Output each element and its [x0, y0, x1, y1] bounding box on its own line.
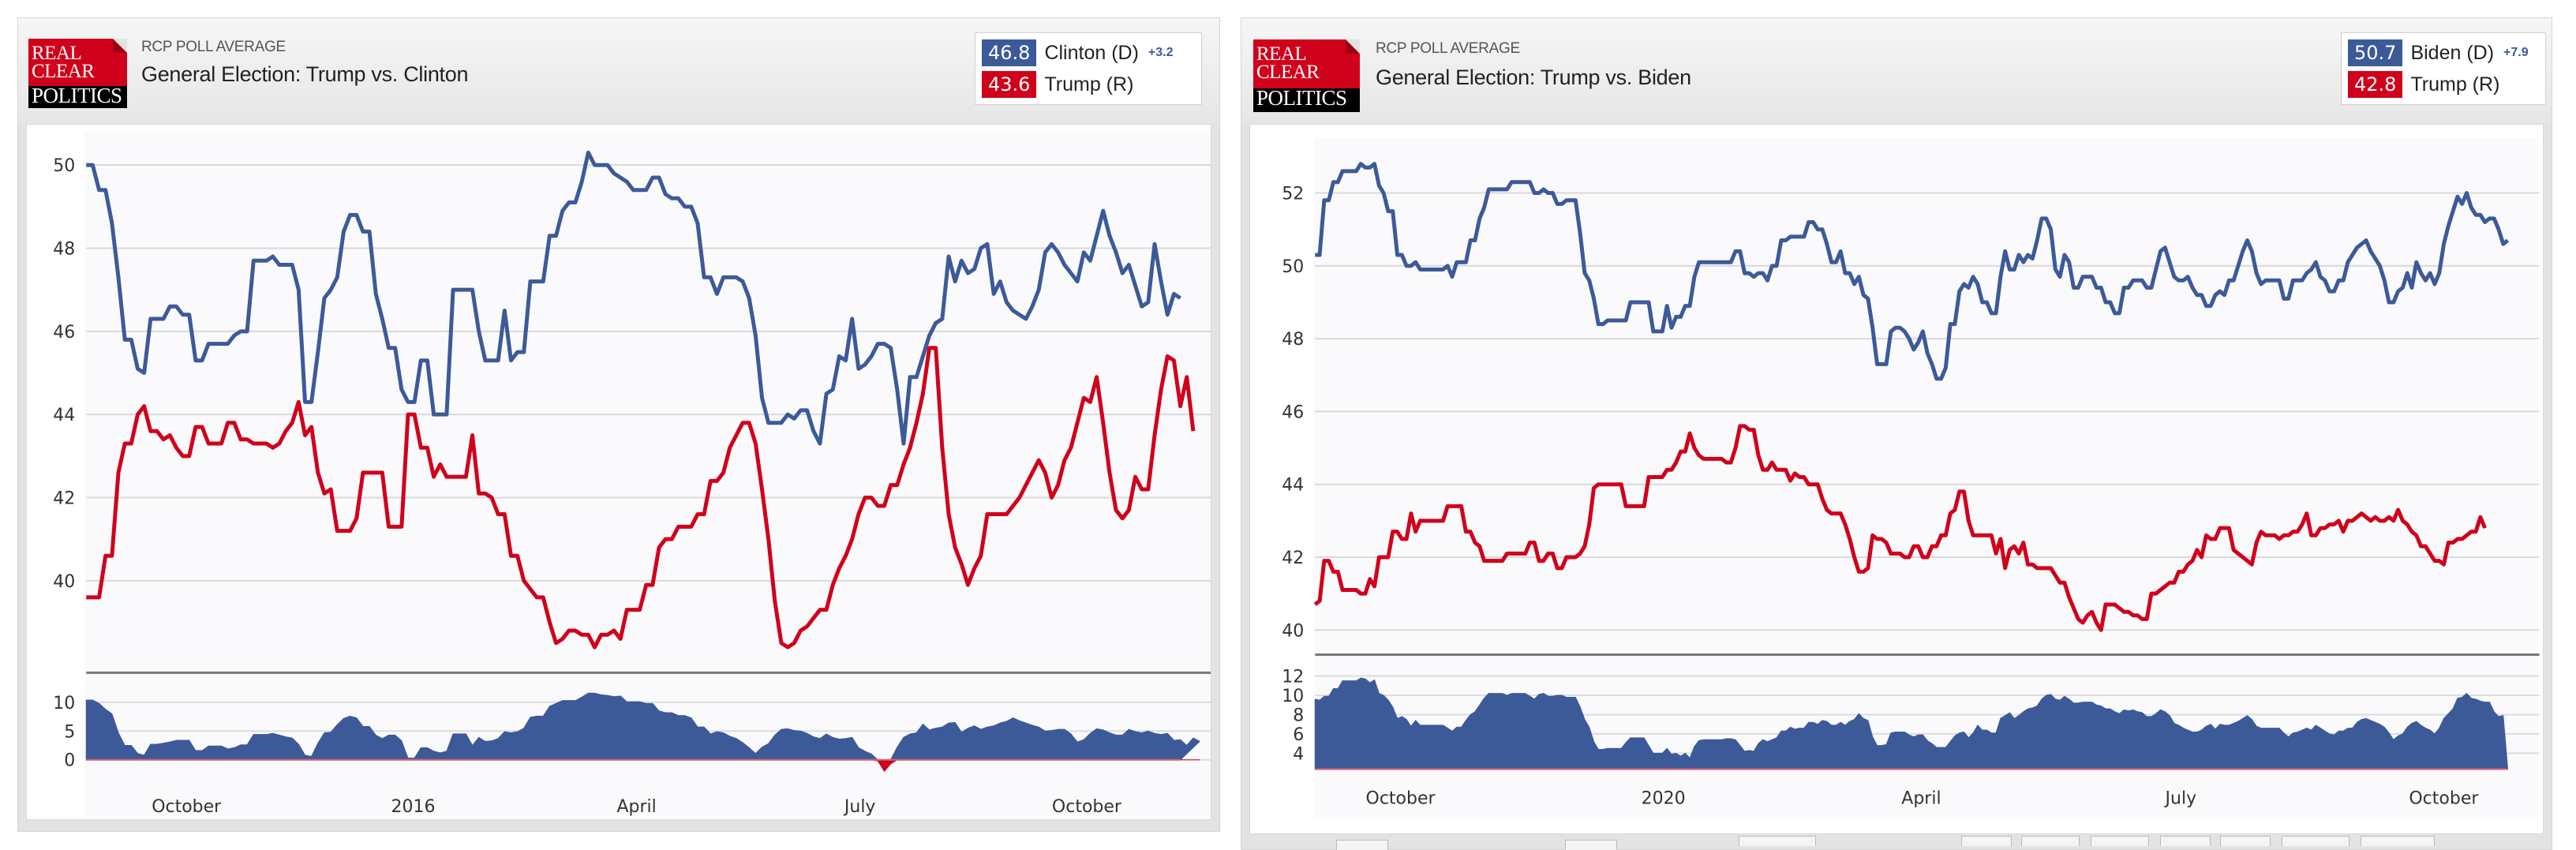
legend-margin: +7.9 [2503, 46, 2529, 59]
range-button[interactable] [1565, 840, 1617, 850]
y-tick-label: 42 [1282, 549, 1304, 568]
range-button[interactable] [1739, 836, 1816, 846]
legend-value: 50.7 [2348, 39, 2403, 66]
rcp-logo: REAL CLEAR POLITICS [28, 39, 127, 108]
legend: 46.8 Clinton (D) +3.2 43.6 Trump (R) [975, 32, 1202, 105]
panel-header: REAL CLEAR POLITICS RCP POLL AVERAGE Gen… [18, 18, 1219, 124]
spread-area [1314, 677, 2509, 770]
legend: 50.7 Biden (D) +7.9 42.8 Trump (R) [2341, 32, 2546, 105]
spread-tick-label: 4 [1293, 744, 1304, 764]
x-tick-label: April [1901, 789, 1941, 809]
legend-value: 46.8 [982, 39, 1037, 66]
kicker: RCP POLL AVERAGE [141, 39, 286, 55]
range-button[interactable] [2282, 836, 2349, 846]
legend-margin: +3.2 [1148, 46, 1174, 59]
x-tick-label: April [616, 797, 656, 817]
logo-black-block [1253, 88, 1360, 112]
kicker: RCP POLL AVERAGE [1376, 40, 1520, 57]
legend-value: 43.6 [982, 71, 1037, 98]
spread-tick-label: 12 [1282, 668, 1304, 687]
y-tick-label: 40 [53, 572, 75, 592]
x-tick-label: 2020 [1642, 789, 1686, 809]
legend-name: Clinton (D) [1044, 41, 1139, 64]
legend-item-rep[interactable]: 42.8 Trump (R) [2348, 71, 2539, 98]
range-button[interactable] [2021, 836, 2080, 846]
logo-text-3: POLITICS [1256, 86, 1347, 110]
range-button[interactable] [2091, 836, 2149, 846]
x-tick-label: July [843, 797, 876, 817]
y-tick-label: 40 [1282, 621, 1304, 641]
y-tick-label: 50 [53, 156, 75, 176]
spread-area [85, 692, 1200, 761]
y-tick-label: 42 [53, 489, 75, 508]
plot-area: 40 42 44 46 48 50 0 5 10 October 2016 April July Octo… [26, 124, 1212, 820]
trump-line [1313, 424, 2487, 632]
y-tick-label: 44 [1282, 476, 1304, 496]
logo-text-1: REAL [1256, 43, 1307, 65]
legend-name: Trump (R) [1044, 73, 1134, 95]
dem-line [86, 150, 1181, 446]
x-tick-label: October [1052, 797, 1122, 817]
logo-text-2: CLEAR [32, 61, 95, 82]
x-tick-label: July [2164, 789, 2197, 809]
logo-text-2: CLEAR [1256, 62, 1320, 83]
legend-item-dem[interactable]: 46.8 Clinton (D) +3.2 [982, 39, 1195, 66]
logo-fold [113, 39, 127, 53]
y-tick-label: 46 [53, 323, 75, 343]
logo-fold [1346, 39, 1360, 54]
x-tick-label: October [1366, 789, 1436, 809]
logo-text-3: POLITICS [32, 84, 122, 107]
range-button[interactable] [2361, 836, 2435, 846]
y-tick-label: 52 [1282, 185, 1304, 204]
range-button[interactable] [2160, 836, 2211, 846]
x-tick-label: October [152, 797, 222, 817]
legend-item-rep[interactable]: 43.6 Trump (R) [982, 71, 1195, 98]
y-tick-label: 48 [1282, 330, 1304, 350]
chart-panel-biden: REAL CLEAR POLITICS RCP POLL AVERAGE Gen… [1241, 17, 2552, 850]
spread-tick-label: 5 [64, 722, 75, 742]
x-tick-label: October [2409, 789, 2479, 809]
spread-tick-label: 10 [1282, 687, 1304, 706]
spread-tick-label: 10 [53, 694, 75, 713]
chart-panel-clinton: REAL CLEAR POLITICS RCP POLL AVERAGE Gen… [17, 17, 1220, 832]
spread-tick-label: 0 [64, 751, 75, 771]
logo-text-1: REAL [32, 43, 82, 64]
y-tick-label: 46 [1282, 403, 1304, 422]
spread-tick-label: 6 [1293, 725, 1304, 745]
line-chart-clinton[interactable]: 40 42 44 46 48 50 0 5 10 October 2016 April July Octo… [27, 125, 1212, 819]
rcp-logo: REAL CLEAR POLITICS [1253, 39, 1360, 112]
trump-line [86, 346, 1196, 650]
range-button[interactable] [2220, 836, 2271, 846]
legend-name: Trump (R) [2410, 73, 2500, 95]
range-button[interactable] [1961, 836, 2012, 846]
logo-red-block [1253, 39, 1360, 88]
legend-name: Biden (D) [2410, 41, 2495, 64]
logo-black-block [28, 86, 127, 108]
x-tick-label: 2016 [391, 797, 435, 817]
legend-item-dem[interactable]: 50.7 Biden (D) +7.9 [2348, 39, 2539, 66]
legend-value: 42.8 [2348, 71, 2403, 98]
panel-header: REAL CLEAR POLITICS RCP POLL AVERAGE Gen… [1241, 18, 2552, 124]
y-tick-label: 44 [53, 406, 75, 425]
dem-line [1315, 162, 2510, 381]
spread-tick-label: 8 [1293, 706, 1304, 725]
chart-title: General Election: Trump vs. Clinton [141, 62, 469, 86]
y-tick-label: 50 [1282, 257, 1304, 277]
plot-area: 40 42 44 46 48 50 52 4 6 8 10 12 October 2020 April Jul… [1249, 124, 2544, 834]
y-tick-label: 48 [53, 239, 75, 259]
range-button[interactable] [1336, 840, 1388, 850]
logo-red-block [28, 39, 127, 86]
chart-title: General Election: Trump vs. Biden [1376, 66, 1691, 89]
